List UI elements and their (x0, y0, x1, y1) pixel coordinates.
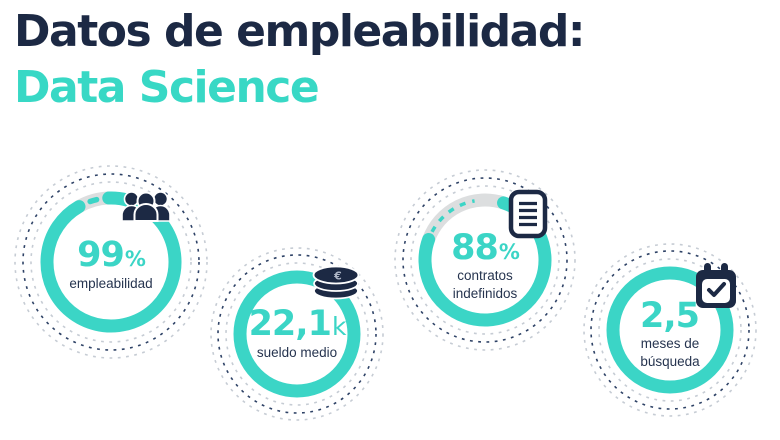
dashed-ring-middle (217, 254, 377, 414)
dashed-ring-middle (590, 250, 750, 410)
page-title-line2: Data Science (14, 62, 320, 113)
page-title-line1: Datos de empleabilidad: (14, 6, 585, 57)
donut-contratos (394, 169, 576, 351)
dashed-ring-middle (22, 173, 200, 351)
dashed-ring-middle (402, 177, 568, 343)
dashed-ring-outer (14, 165, 208, 359)
stat-meses-busqueda: 2,5 meses de búsqueda (570, 230, 770, 430)
document-icon (508, 189, 548, 239)
progress-ring (233, 270, 361, 398)
page-title: Datos de empleabilidad: Data Science (14, 4, 585, 116)
donut-disc (234, 271, 360, 397)
dashed-ring-outer (583, 243, 757, 417)
stat-contratos-indefinidos: 88% contratos indefinidos (385, 160, 585, 360)
svg-text:€: € (333, 270, 342, 283)
donut-sueldo: € (210, 247, 384, 421)
dashed-ring-inner (30, 181, 192, 343)
donut-disc (41, 192, 181, 332)
calendar-icon (696, 263, 736, 308)
dashed-ring-outer (210, 247, 384, 421)
progress-ring (606, 266, 734, 394)
stat-empleabilidad: 99% empleabilidad (11, 162, 211, 362)
dashed-ring-inner (598, 258, 742, 402)
donut-busqueda (583, 243, 757, 417)
ring-gap-dash (430, 199, 475, 233)
people-icon (121, 191, 171, 222)
dashed-ring-inner (225, 262, 369, 406)
coins-icon: € (312, 265, 360, 300)
dashed-ring-outer (394, 169, 576, 351)
donut-empleabilidad (14, 165, 208, 359)
dashed-ring-inner (410, 185, 560, 335)
ring-gap-dash (87, 196, 100, 205)
stat-sueldo-medio: € 22,1 k sueldo medio (197, 234, 397, 434)
